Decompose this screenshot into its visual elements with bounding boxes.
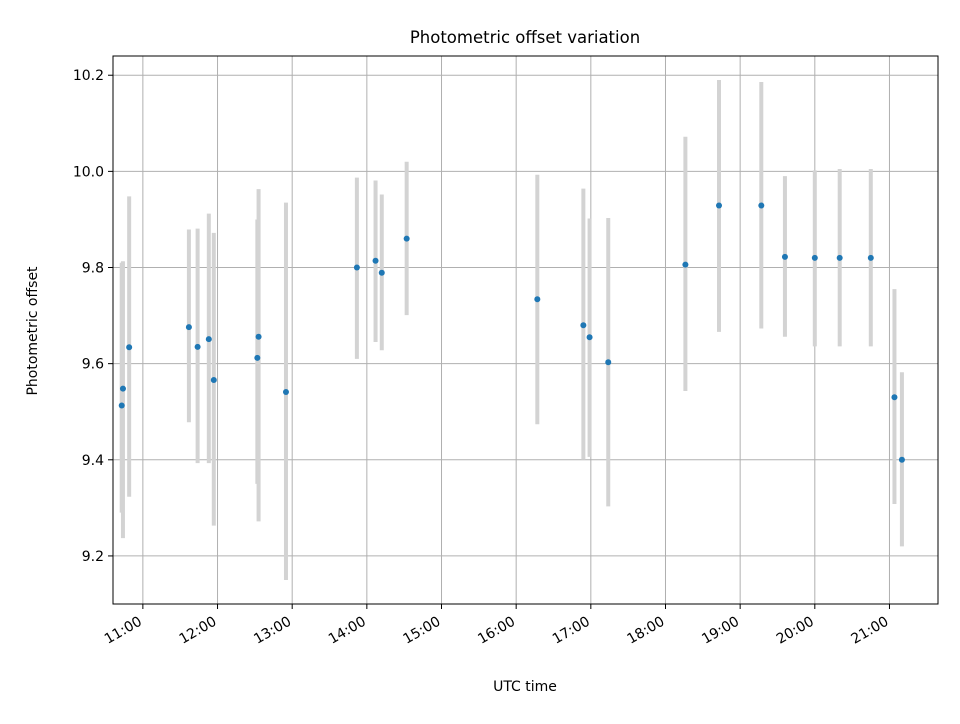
x-tick-label: 19:00 [699, 614, 742, 648]
y-tick-label: 9.8 [82, 261, 104, 277]
data-point [867, 254, 874, 261]
y-tick-label: 10.0 [73, 164, 104, 180]
plot-frame [112, 55, 939, 605]
data-point [836, 254, 843, 261]
x-tick-label: 12:00 [177, 614, 220, 648]
data-point [715, 202, 722, 209]
data-point [891, 394, 898, 401]
data-point [758, 202, 765, 209]
data-point [372, 257, 379, 264]
data-point [254, 354, 261, 361]
y-tick-label: 9.2 [82, 549, 104, 565]
data-point [255, 333, 262, 340]
data-point [185, 324, 192, 331]
data-point [205, 336, 212, 343]
data-point [682, 261, 689, 268]
x-tick-label: 14:00 [326, 614, 369, 648]
data-point [353, 264, 360, 271]
data-points [118, 202, 905, 463]
data-point [781, 253, 788, 260]
y-tick-label: 9.4 [82, 453, 104, 469]
data-point [580, 322, 587, 329]
data-point [586, 334, 593, 341]
x-tick-label: 17:00 [550, 614, 593, 648]
y-axis-label: Photometric offset [25, 266, 41, 396]
error-bars [119, 80, 904, 580]
data-point [534, 296, 541, 303]
data-point [605, 359, 612, 366]
grid-lines [113, 56, 938, 604]
x-axis-label: UTC time [493, 679, 557, 695]
y-tick-label: 10.2 [73, 68, 104, 84]
chart-title: Photometric offset variation [410, 28, 640, 47]
data-point [378, 269, 385, 276]
x-tick-label: 11:00 [102, 614, 145, 648]
x-tick-label: 15:00 [401, 614, 444, 648]
x-tick-label: 16:00 [475, 614, 518, 648]
x-tick-label: 18:00 [625, 614, 668, 648]
data-point [210, 376, 217, 383]
data-point [119, 385, 126, 392]
data-point [898, 456, 905, 463]
data-point [282, 389, 289, 396]
data-point [118, 402, 125, 409]
data-point [194, 343, 201, 350]
y-tick-label: 9.6 [82, 357, 104, 373]
x-tick-label: 21:00 [849, 614, 892, 648]
data-point [811, 254, 818, 261]
x-tick-label: 13:00 [251, 614, 294, 648]
data-point [126, 344, 133, 351]
data-point [403, 235, 410, 242]
x-tick-label: 20:00 [774, 614, 817, 648]
